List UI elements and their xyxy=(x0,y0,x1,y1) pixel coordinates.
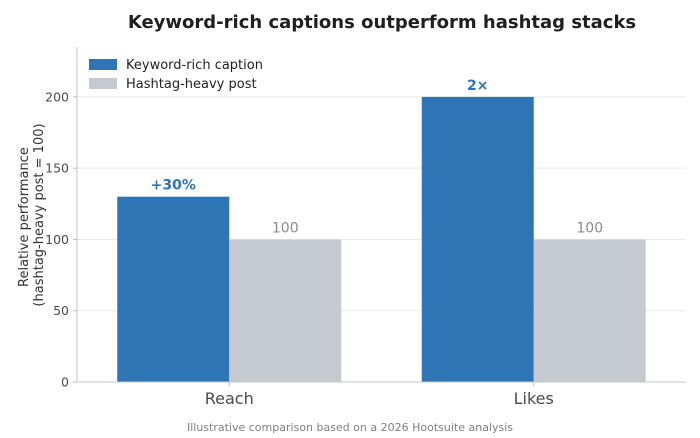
y-tick-label: 200 xyxy=(45,89,69,104)
bars xyxy=(117,96,646,382)
bar xyxy=(229,239,342,382)
y-ticks: 0 50 100 150 200 xyxy=(45,89,77,390)
y-axis-label-line-1: Relative performance xyxy=(17,147,32,287)
y-tick-label: 0 xyxy=(61,375,69,390)
legend: Keyword-rich caption Hashtag-heavy post xyxy=(89,58,263,92)
bar xyxy=(117,196,230,382)
bar xyxy=(421,96,534,382)
bar-data-label: 100 xyxy=(272,220,299,236)
bar-data-label: 100 xyxy=(576,220,603,236)
x-tick-label: Reach xyxy=(205,389,254,408)
y-axis-label: Relative performance (hashtag-heavy post… xyxy=(17,123,47,306)
bar-data-label: 2× xyxy=(467,78,488,94)
legend-label: Keyword-rich caption xyxy=(126,58,263,73)
legend-label: Hashtag-heavy post xyxy=(126,77,257,92)
bar-labels: +30% 100 2× 100 xyxy=(151,78,603,237)
footnote: Illustrative comparison based on a 2026 … xyxy=(187,421,513,434)
y-axis-label-line-2: (hashtag-heavy post = 100) xyxy=(32,123,47,306)
chart-title: Keyword-rich captions outperform hashtag… xyxy=(128,12,636,33)
legend-swatch xyxy=(89,59,117,70)
y-tick-label: 100 xyxy=(45,232,69,247)
bar xyxy=(533,239,646,382)
bar-data-label: +30% xyxy=(151,178,196,194)
legend-swatch xyxy=(89,78,117,89)
x-tick-label: Likes xyxy=(514,389,554,408)
x-ticks: Reach Likes xyxy=(205,382,554,408)
axes xyxy=(76,47,686,383)
y-tick-label: 50 xyxy=(53,303,69,318)
y-tick-label: 150 xyxy=(45,161,69,176)
